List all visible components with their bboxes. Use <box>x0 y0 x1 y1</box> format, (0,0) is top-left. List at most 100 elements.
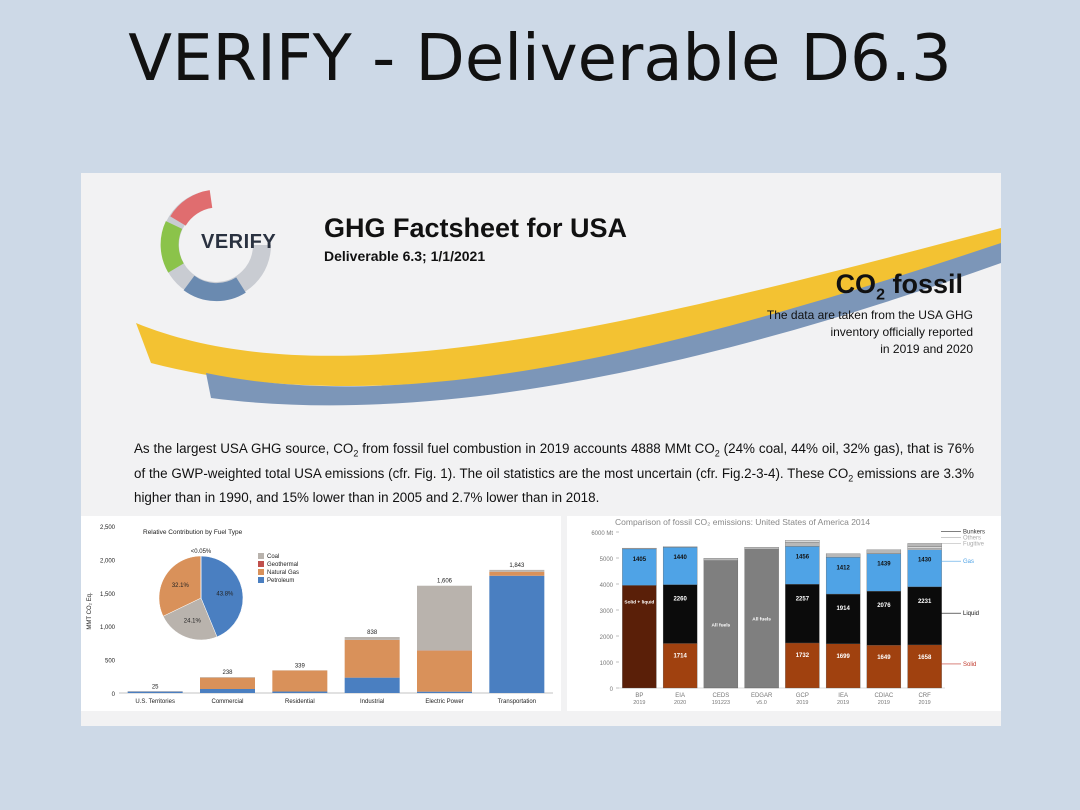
category-label: CRF <box>918 693 931 699</box>
y-tick-label: 0 <box>610 687 614 693</box>
bar-segment <box>622 548 657 586</box>
bar-segment <box>907 586 942 646</box>
sector-chart: 0 500 1,000 1,500 2,000 2,500 MMT CO₂ Eq. Relat… <box>81 516 561 711</box>
y-tick-label: 2000 <box>600 635 614 641</box>
category-label: Residential <box>285 699 315 705</box>
category-label: IEA <box>838 693 848 699</box>
pie-label: 24.1% <box>184 619 202 625</box>
y-tick-label: 2,500 <box>100 525 116 531</box>
legend-label: Liquid <box>963 611 979 617</box>
y-tick-label: 0 <box>112 692 116 698</box>
category-sublabel: 2019 <box>878 700 890 706</box>
bar-segment <box>417 650 472 692</box>
bar-segment <box>127 691 183 693</box>
segment-label: 1439 <box>877 562 891 568</box>
segment-label: 1412 <box>836 565 850 571</box>
chart-title: Comparison of fossil CO₂ emissions: Unit… <box>615 517 870 527</box>
factsheet-subtitle: Deliverable 6.3; 1/1/2021 <box>324 248 486 264</box>
category-label: GCP <box>796 693 809 699</box>
bar-segment <box>785 546 820 585</box>
category-sublabel: 2019 <box>796 700 808 706</box>
bar-segment <box>662 546 698 548</box>
factsheet-title: GHG Factsheet for USA <box>324 213 628 243</box>
bar-segment <box>907 543 942 547</box>
chart-title: Relative Contribution by Fuel Type <box>143 529 243 536</box>
category-label: Transportation <box>498 699 536 705</box>
legend-label: Solid <box>963 662 976 668</box>
y-tick-label: 1,000 <box>100 625 116 631</box>
bar-total-label: 1,843 <box>509 563 525 569</box>
legend-swatch <box>258 577 264 583</box>
bar-segment <box>785 540 820 543</box>
category-sublabel: 2019 <box>919 700 931 706</box>
bar-segment <box>785 642 820 689</box>
comparison-chart: Comparison of fossil CO₂ emissions: Unit… <box>567 516 1001 711</box>
bar-total-label: 339 <box>295 663 306 669</box>
category-label: CEDS <box>713 693 730 699</box>
legend-label: Geothermal <box>267 562 298 568</box>
pie-label: 32.1% <box>172 583 190 589</box>
bar-segment <box>200 688 255 693</box>
y-tick-label: 4000 <box>600 583 614 589</box>
category-sublabel: 2019 <box>633 700 645 706</box>
bar-segment <box>866 644 902 689</box>
y-tick-label: 500 <box>105 659 116 665</box>
legend-label: Coal <box>267 554 279 560</box>
segment-label: 1440 <box>673 555 687 561</box>
category-label: EDGAR <box>751 693 773 699</box>
segment-label: All fuels <box>712 622 731 628</box>
bar-segment <box>825 557 861 595</box>
category-label: EIA <box>675 693 685 699</box>
bar-total-label: 25 <box>152 684 159 690</box>
bar-segment <box>703 558 739 561</box>
legend-label: Fugitive <box>963 541 985 547</box>
bar-segment <box>272 670 328 692</box>
pie-slice <box>200 555 244 638</box>
legend-label: Petroleum <box>267 578 294 584</box>
y-tick-label: 5000 <box>600 557 614 563</box>
verify-logo-text: VERIFY <box>201 231 277 253</box>
bar-segment <box>744 547 779 550</box>
bar-segment <box>907 549 942 588</box>
segment-label: 2260 <box>673 597 687 603</box>
segment-label: 1430 <box>918 558 932 564</box>
y-tick-label: 3000 <box>600 609 614 615</box>
category-label: Industrial <box>360 699 384 705</box>
bar-segment <box>662 584 698 644</box>
bar-segment <box>200 677 255 678</box>
y-tick-label: 2,000 <box>100 558 116 564</box>
bar-segment <box>489 575 545 693</box>
bar-segment <box>825 593 861 644</box>
bar-segment <box>344 677 400 693</box>
segment-label: 1732 <box>796 653 810 659</box>
section-title: CO2 fossil <box>835 269 963 304</box>
bar-segment <box>662 547 698 585</box>
bar-segment <box>866 591 902 646</box>
legend-label: Natural Gas <box>267 570 299 576</box>
bar-segment <box>907 644 942 689</box>
category-label: Commercial <box>211 699 243 705</box>
bar-segment <box>662 643 698 689</box>
category-label: BP <box>635 693 643 699</box>
category-sublabel: v5.0 <box>756 700 766 706</box>
category-sublabel: 2019 <box>837 700 849 706</box>
category-sublabel: 2020 <box>674 700 686 706</box>
segment-label: 2231 <box>918 599 932 605</box>
y-tick-label: 1,500 <box>100 592 116 598</box>
segment-label: 1649 <box>877 655 891 661</box>
segment-label: 1914 <box>836 606 850 612</box>
legend-swatch <box>258 569 264 575</box>
bar-segment <box>825 553 861 558</box>
summary-paragraph: As the largest USA GHG source, CO2 from … <box>134 441 974 506</box>
bar-segment <box>344 639 400 678</box>
legend-swatch <box>258 553 264 559</box>
segment-label: All fuels <box>752 617 771 623</box>
bar-total-label: 1,606 <box>437 579 453 585</box>
bar-segment <box>417 691 472 693</box>
segment-label: 1405 <box>633 557 647 563</box>
bar-segment <box>866 553 902 592</box>
bar-segment <box>785 584 820 644</box>
segment-label: 2257 <box>796 596 810 602</box>
segment-label: 2076 <box>877 603 891 609</box>
bar-segment <box>272 691 328 693</box>
